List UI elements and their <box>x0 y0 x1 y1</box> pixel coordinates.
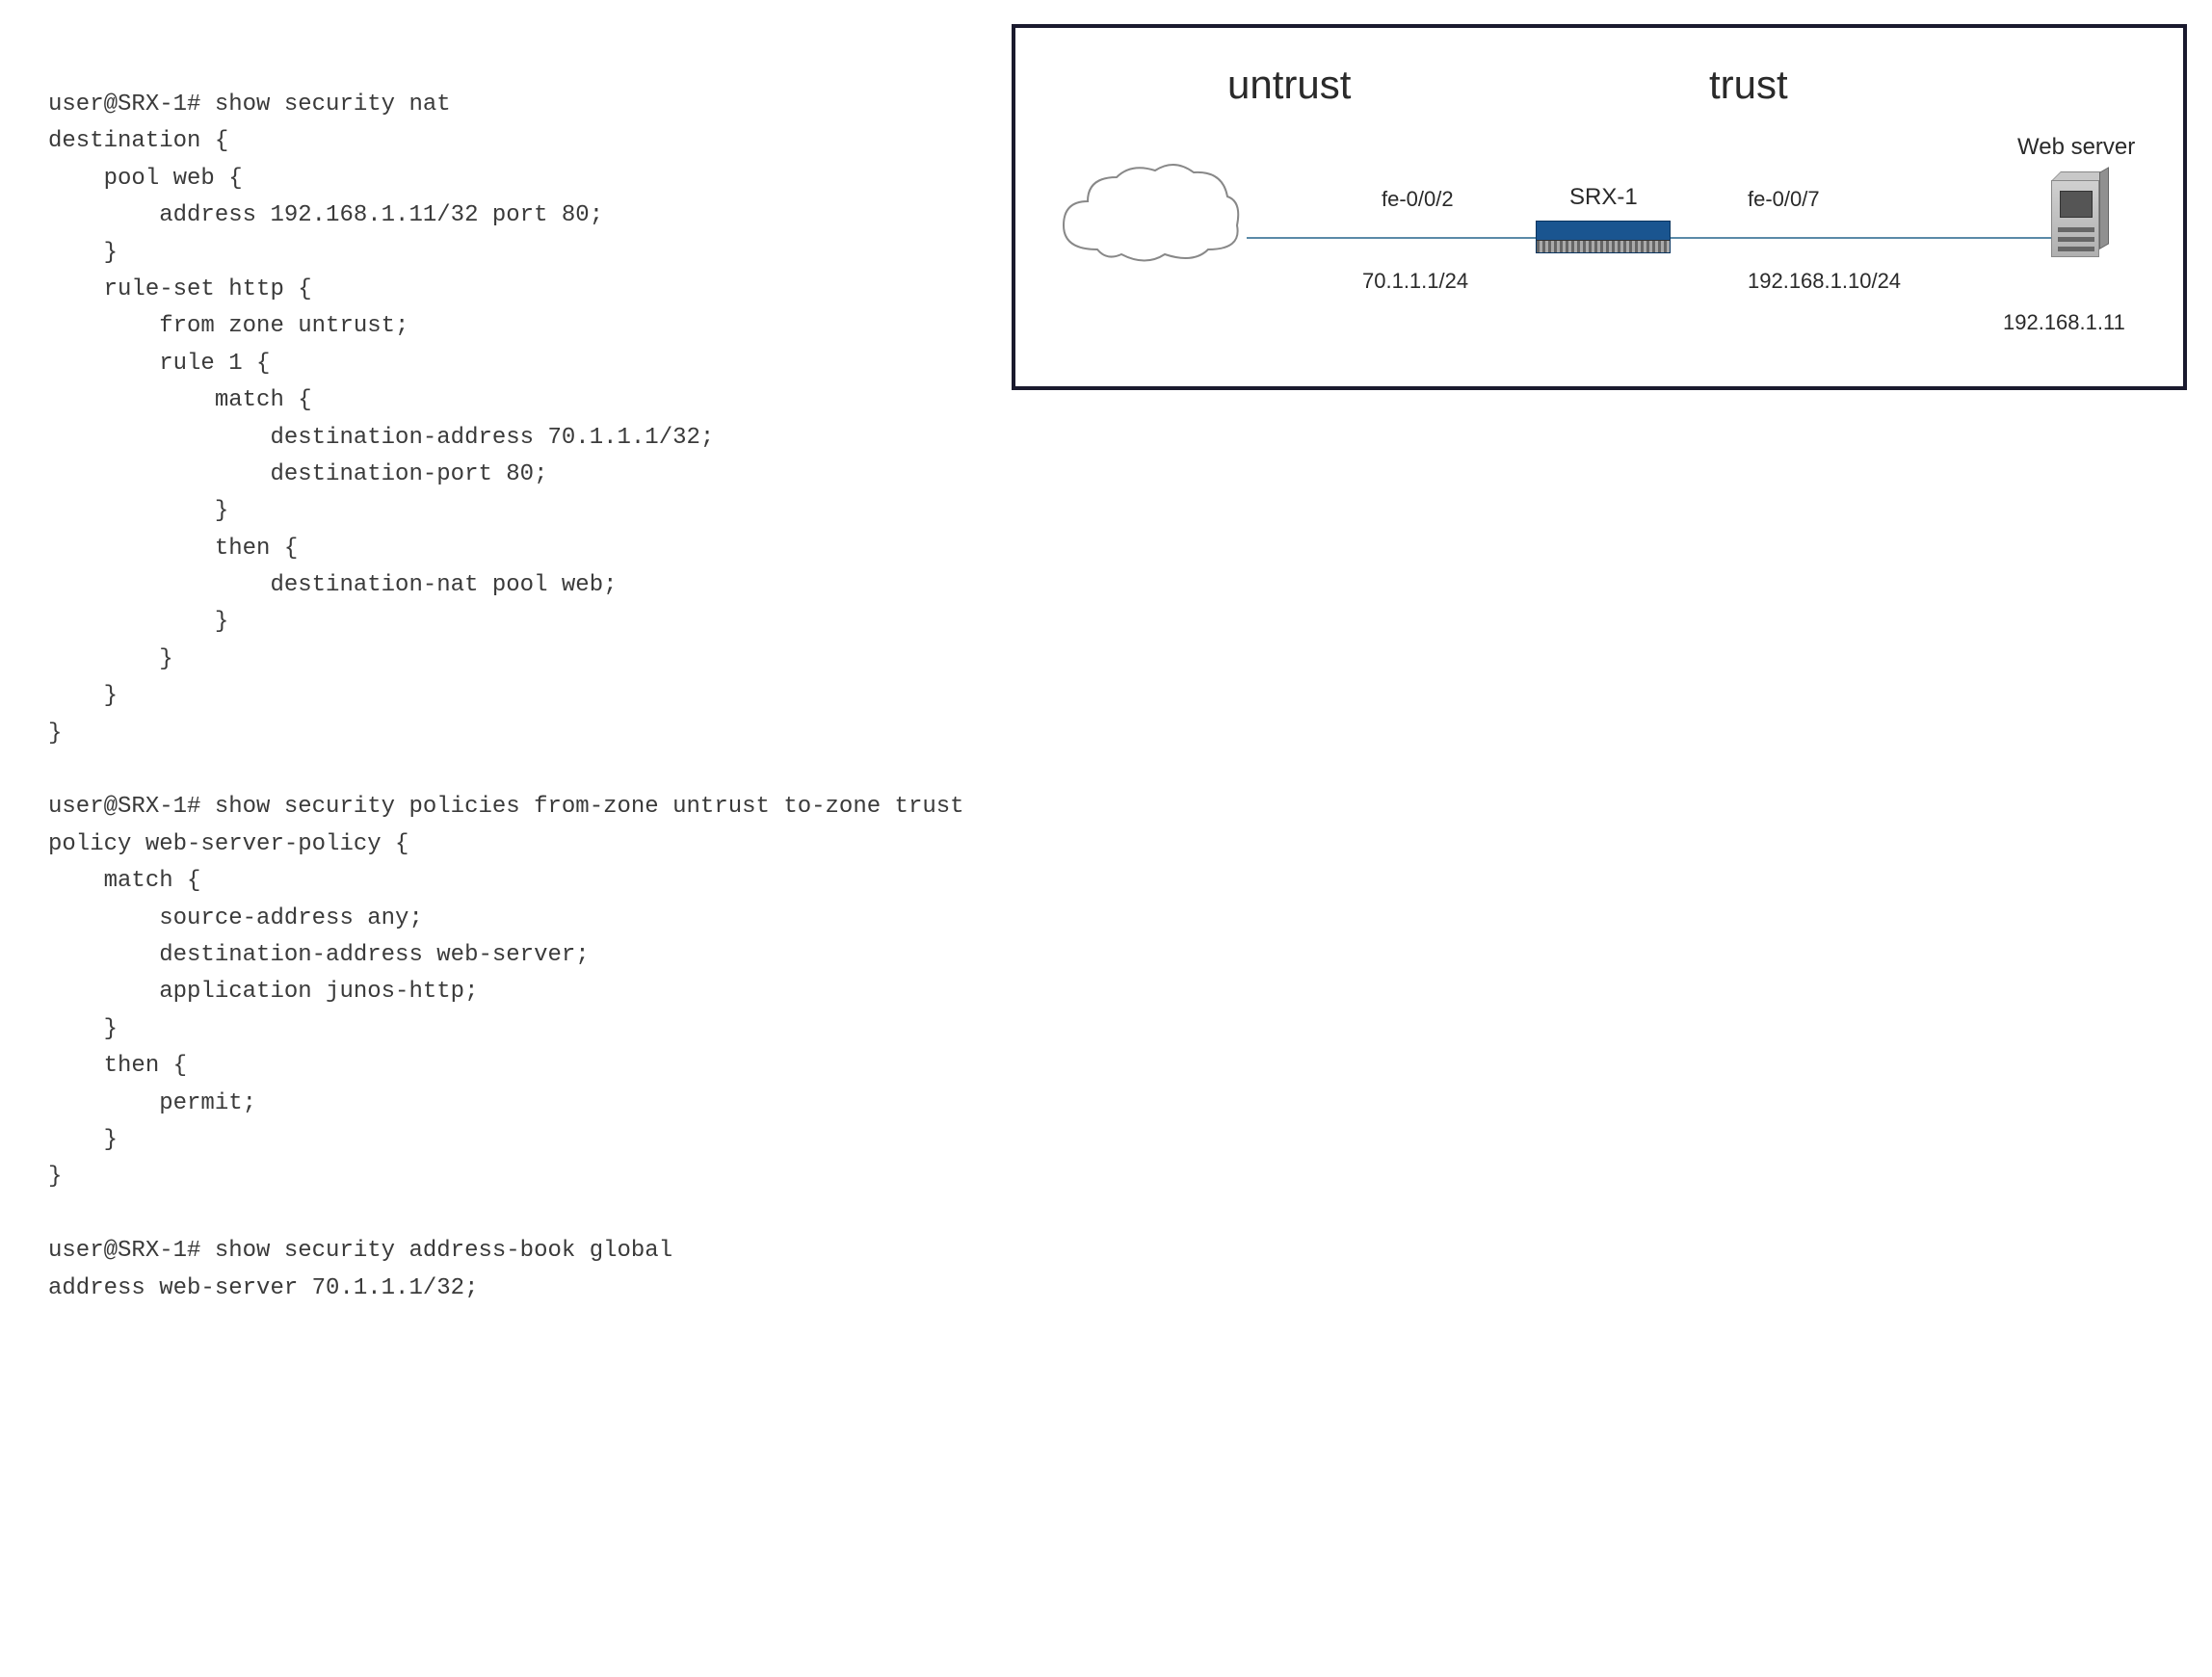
webserver-label: Web server <box>2017 134 2135 161</box>
iface-left-ip: 70.1.1.1/24 <box>1362 269 1468 294</box>
iface-left-name: fe-0/0/2 <box>1382 187 1454 212</box>
iface-right-name: fe-0/0/7 <box>1748 187 1820 212</box>
iface-right-ip: 192.168.1.10/24 <box>1748 269 1901 294</box>
srx-device-icon <box>1536 221 1671 253</box>
webserver-ip: 192.168.1.11 <box>2003 310 2125 335</box>
srx-label: SRX-1 <box>1569 184 1638 211</box>
cloud-icon <box>1049 153 1251 288</box>
zone-trust-label: trust <box>1709 62 1788 108</box>
network-diagram: untrust trust SRX-1 Web server 192.168.1… <box>1012 24 2187 390</box>
cli-output: user@SRX-1# show security nat destinatio… <box>48 87 964 1307</box>
zone-untrust-label: untrust <box>1227 62 1351 108</box>
link-trust <box>1671 237 2054 239</box>
link-untrust <box>1247 237 1536 239</box>
server-icon <box>2051 180 2107 267</box>
